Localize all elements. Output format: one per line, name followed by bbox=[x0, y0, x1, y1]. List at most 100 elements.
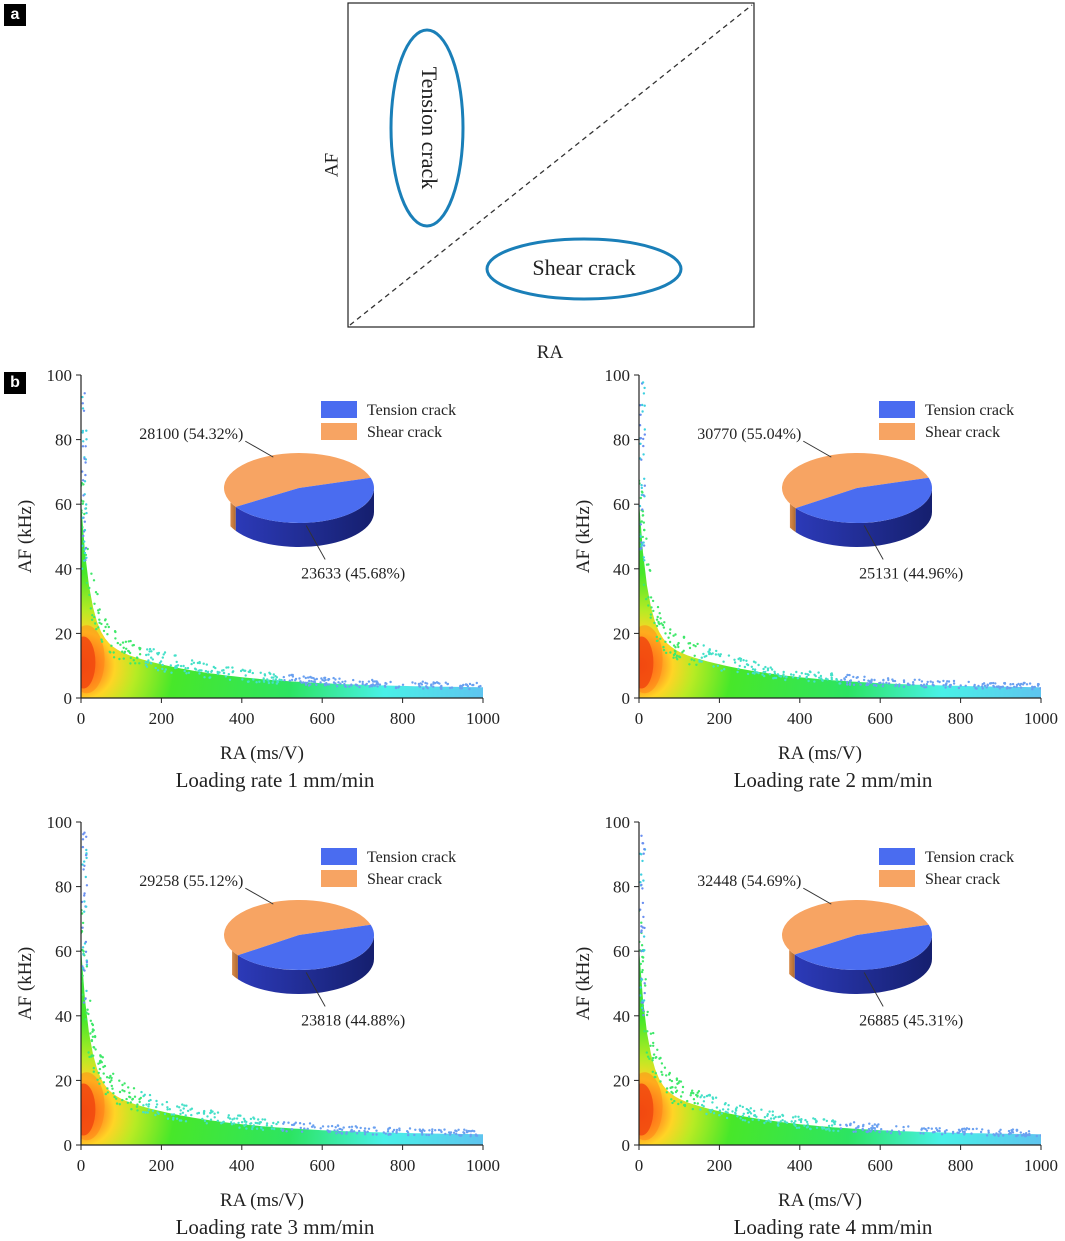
outlier-point bbox=[750, 665, 753, 668]
outlier-point bbox=[201, 1117, 204, 1121]
outlier-point bbox=[85, 884, 89, 887]
outlier-point bbox=[747, 1115, 751, 1118]
outlier-point bbox=[824, 1128, 828, 1131]
outlier-point bbox=[922, 1127, 926, 1130]
outlier-point bbox=[925, 683, 929, 686]
outlier-point bbox=[640, 873, 643, 876]
outlier-point bbox=[882, 678, 885, 682]
outlier-point bbox=[282, 1122, 285, 1126]
outlier-point bbox=[945, 1129, 948, 1132]
outlier-point bbox=[763, 1121, 766, 1125]
outlier-point bbox=[139, 647, 142, 650]
outlier-point bbox=[671, 1101, 674, 1105]
pie-leader-tension bbox=[305, 972, 326, 1007]
outlier-point bbox=[777, 1121, 780, 1124]
outlier-point bbox=[1028, 682, 1032, 685]
outlier-point bbox=[807, 679, 810, 683]
outlier-point bbox=[452, 1131, 456, 1135]
outlier-point bbox=[930, 1127, 933, 1130]
outlier-point bbox=[414, 682, 417, 685]
outlier-point bbox=[682, 636, 686, 639]
outlier-point bbox=[81, 838, 85, 841]
density-core-halo bbox=[639, 1072, 663, 1141]
outlier-point bbox=[82, 409, 86, 412]
outlier-point bbox=[425, 685, 428, 688]
outlier-point bbox=[813, 673, 816, 676]
outlier-point bbox=[665, 1091, 668, 1094]
outlier-point bbox=[304, 676, 307, 680]
outlier-point bbox=[110, 1076, 113, 1080]
y-tick-label: 0 bbox=[64, 689, 73, 708]
outlier-point bbox=[639, 962, 642, 966]
outlier-point bbox=[132, 1087, 136, 1090]
outlier-point bbox=[672, 653, 676, 657]
outlier-point bbox=[873, 1123, 876, 1126]
x-tick-label: 0 bbox=[77, 709, 86, 728]
outlier-point bbox=[871, 1124, 874, 1128]
outlier-point bbox=[249, 669, 252, 672]
pie-slice-tension bbox=[235, 477, 374, 523]
outlier-point bbox=[98, 1067, 102, 1071]
outlier-point bbox=[138, 1098, 141, 1101]
outlier-point bbox=[448, 686, 452, 690]
outlier-point bbox=[395, 1131, 398, 1135]
y-tick-label: 0 bbox=[622, 689, 631, 708]
outlier-point bbox=[208, 676, 211, 679]
x-axis-label: RA (ms/V) bbox=[778, 743, 862, 764]
outlier-point bbox=[334, 1126, 337, 1129]
outlier-point bbox=[150, 662, 153, 665]
outlier-point bbox=[132, 659, 135, 662]
x-tick-label: 600 bbox=[867, 1156, 893, 1175]
outlier-point bbox=[227, 1114, 230, 1117]
outlier-point bbox=[320, 677, 323, 680]
outlier-point bbox=[136, 1103, 139, 1106]
outlier-point bbox=[891, 678, 894, 681]
outlier-point bbox=[91, 1030, 94, 1033]
x-tick-label: 1000 bbox=[1024, 709, 1058, 728]
outlier-point bbox=[213, 1116, 216, 1119]
outlier-point bbox=[142, 1094, 145, 1098]
outlier-point bbox=[886, 1130, 889, 1133]
outlier-point bbox=[763, 674, 766, 678]
outlier-point bbox=[648, 1057, 651, 1060]
outlier-point bbox=[161, 663, 164, 667]
outlier-point bbox=[992, 1133, 995, 1136]
scatter-cloud bbox=[639, 834, 1041, 1145]
outlier-point bbox=[321, 1125, 325, 1128]
outlier-point bbox=[127, 649, 130, 653]
outlier-point bbox=[642, 852, 645, 855]
outlier-point bbox=[358, 685, 361, 689]
outlier-point bbox=[175, 1117, 179, 1120]
outlier-point bbox=[652, 609, 655, 613]
outlier-point bbox=[97, 626, 100, 629]
legend-swatch-shear bbox=[879, 423, 915, 440]
outlier-point bbox=[784, 678, 787, 682]
outlier-point bbox=[123, 1082, 126, 1085]
outlier-point bbox=[89, 607, 93, 610]
outlier-point bbox=[193, 667, 197, 670]
pie-slice-tension bbox=[795, 477, 932, 523]
y-tick-label: 20 bbox=[55, 1071, 72, 1090]
outlier-point bbox=[665, 651, 668, 655]
outlier-point bbox=[1019, 1131, 1022, 1134]
outlier-point bbox=[745, 663, 749, 666]
outlier-point bbox=[81, 921, 85, 925]
outlier-point bbox=[947, 680, 951, 683]
outlier-point bbox=[757, 1118, 760, 1122]
outlier-point bbox=[235, 1117, 239, 1120]
outlier-point bbox=[957, 686, 961, 690]
outlier-point bbox=[251, 1125, 254, 1129]
outlier-point bbox=[133, 1095, 137, 1098]
outlier-point bbox=[253, 1117, 256, 1120]
outlier-point bbox=[766, 667, 770, 670]
outlier-point bbox=[753, 668, 757, 671]
legend-label-tension: Tension crack bbox=[925, 402, 1014, 419]
pie-slice-shear bbox=[782, 900, 929, 955]
outlier-point bbox=[150, 656, 153, 659]
outlier-point bbox=[413, 1133, 416, 1137]
outlier-point bbox=[757, 671, 760, 675]
outlier-point bbox=[764, 665, 767, 669]
outlier-point bbox=[251, 1127, 254, 1131]
outlier-point bbox=[146, 648, 149, 651]
outlier-point bbox=[668, 1078, 672, 1082]
